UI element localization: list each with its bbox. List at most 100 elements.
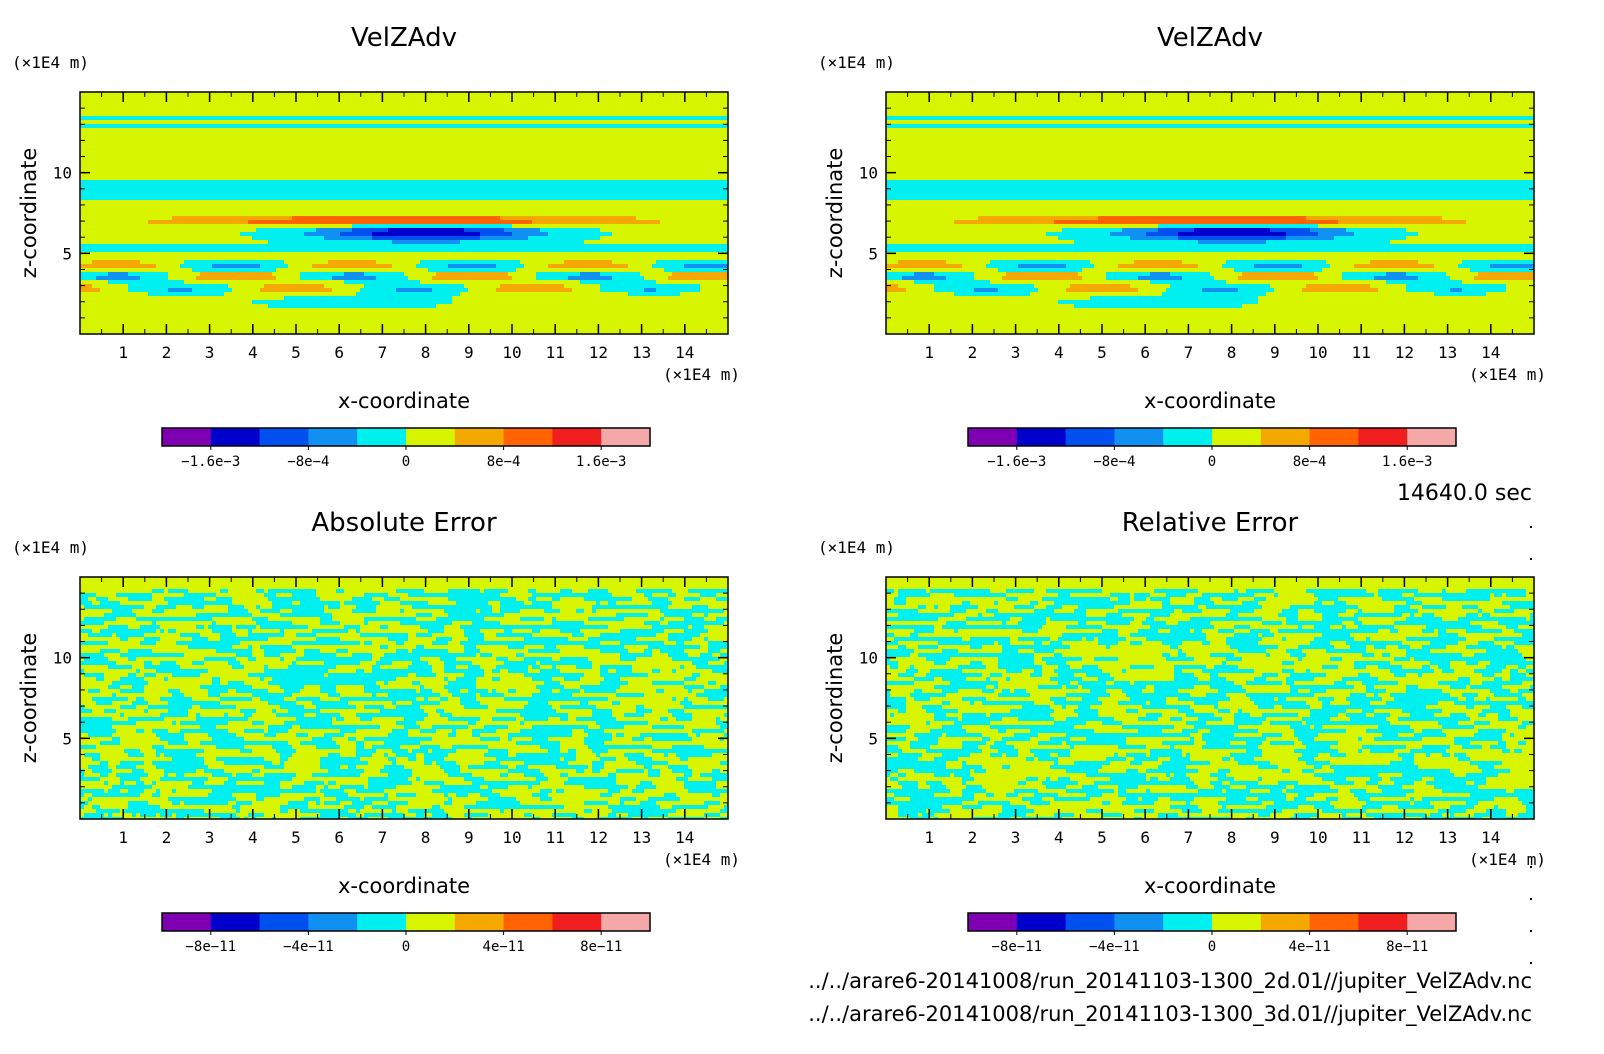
heatmap-cell	[612, 709, 637, 714]
heatmap-cell	[304, 713, 317, 718]
heatmap-cell	[1282, 733, 1295, 738]
colorbar-swatch	[552, 428, 602, 446]
heatmap-cell	[228, 284, 265, 289]
heatmap-cell	[88, 765, 109, 770]
heatmap-cell	[1502, 645, 1507, 650]
heatmap-cell	[340, 601, 345, 606]
heatmap-cell	[1326, 689, 1367, 694]
heatmap-cell	[416, 793, 445, 798]
heatmap-cell	[80, 613, 105, 618]
heatmap-cell	[540, 629, 561, 634]
heatmap-cell	[1106, 276, 1139, 281]
heatmap-cell	[80, 745, 97, 750]
y-unit-label: (×1E4 m)	[818, 53, 895, 72]
heatmap-cell	[1322, 601, 1335, 606]
heatmap-cell	[886, 152, 1535, 157]
heatmap-cell	[886, 613, 899, 618]
heatmap-cell	[724, 697, 729, 702]
heatmap-cell	[684, 677, 697, 682]
heatmap-cell	[1262, 741, 1271, 746]
heatmap-cell	[80, 124, 729, 129]
heatmap-cell	[1394, 781, 1415, 786]
heatmap-cell	[568, 713, 593, 718]
heatmap-cell	[600, 288, 645, 293]
x-tick-label: 2	[968, 343, 978, 362]
heatmap-cell	[112, 785, 153, 790]
heatmap-cell	[886, 316, 1535, 321]
heatmap-cell	[160, 777, 209, 782]
heatmap-cell	[376, 693, 389, 698]
heatmap-cell	[958, 689, 983, 694]
heatmap-cell	[1038, 601, 1055, 606]
heatmap-cell	[1138, 276, 1183, 281]
heatmap-cell	[886, 188, 1535, 193]
heatmap-cell	[568, 717, 577, 722]
heatmap-cell	[926, 589, 931, 594]
heatmap-cell	[392, 761, 397, 766]
heatmap-cell	[1490, 689, 1511, 694]
heatmap-cell	[120, 789, 129, 794]
heatmap-cell	[1314, 637, 1355, 642]
heatmap-cell	[96, 597, 109, 602]
colorbar: −1.6e−3 −8e−4 0 8e−4 1.6e−3	[161, 427, 651, 470]
heatmap-cell	[656, 288, 701, 293]
heatmap-cell	[600, 665, 633, 670]
heatmap-cell	[1214, 625, 1235, 630]
heatmap-cell	[236, 797, 257, 802]
panel-absolute-error: Absolute Error(×1E4 m)1 2 3 4 5 6 7 8 9 10 11 12 13 1…	[12, 508, 740, 955]
heatmap-cell	[1406, 685, 1419, 690]
heatmap-cell	[244, 713, 253, 718]
heatmap-cell	[412, 681, 421, 686]
heatmap-cell	[918, 757, 935, 762]
heatmap-cell	[1470, 761, 1503, 766]
heatmap-cell	[886, 797, 895, 802]
heatmap-cell	[898, 769, 915, 774]
heatmap-cell	[1138, 717, 1159, 722]
heatmap-cell	[886, 132, 1535, 137]
y-unit-label: (×1E4 m)	[12, 53, 89, 72]
heatmap-cell	[652, 757, 681, 762]
heatmap-cell	[80, 120, 729, 125]
heatmap-cell	[990, 589, 1007, 594]
heatmap-cell	[1430, 801, 1467, 806]
heatmap-cell	[80, 721, 137, 726]
heatmap-cell	[80, 657, 85, 662]
heatmap-cell	[352, 609, 377, 614]
heatmap-cell	[906, 705, 923, 710]
heatmap-cell	[1066, 785, 1083, 790]
heatmap-cell	[560, 705, 597, 710]
x-tick-label: 10	[1308, 343, 1327, 362]
heatmap-cell	[1390, 721, 1439, 726]
heatmap-cell	[906, 288, 935, 293]
heatmap-cell	[1490, 745, 1507, 750]
heatmap-cell	[886, 296, 1091, 301]
heatmap-cell	[180, 665, 233, 670]
heatmap-cell	[1122, 613, 1151, 618]
heatmap-cell	[1482, 681, 1523, 686]
heatmap-cell	[136, 613, 197, 618]
heatmap-cell	[1150, 625, 1215, 630]
heatmap-cell	[484, 753, 509, 758]
heatmap-cell	[1302, 769, 1315, 774]
heatmap-cell	[160, 793, 209, 798]
heatmap-cell	[1466, 629, 1503, 634]
heatmap-cell	[688, 589, 729, 594]
heatmap-cell	[998, 657, 1035, 662]
x-tick-label: 6	[1140, 828, 1150, 847]
heatmap-cell	[336, 781, 369, 786]
heatmap-cell	[1226, 637, 1263, 642]
heatmap-cell	[886, 276, 903, 281]
heatmap-cell	[80, 292, 149, 297]
heatmap-cell	[1106, 613, 1123, 618]
file-path-2d: ../../arare6-20141008/run_20141103-1300_…	[808, 969, 1532, 994]
heatmap-cell	[886, 633, 895, 638]
heatmap-cell	[200, 725, 217, 730]
heatmap-cell	[616, 689, 657, 694]
heatmap-cell	[100, 601, 121, 606]
heatmap-cell	[1422, 645, 1447, 650]
heatmap-cell	[316, 705, 357, 710]
heatmap-cell	[962, 697, 987, 702]
heatmap-cell	[1382, 805, 1399, 810]
heatmap-cell	[1470, 681, 1483, 686]
heatmap-cell	[80, 589, 153, 594]
